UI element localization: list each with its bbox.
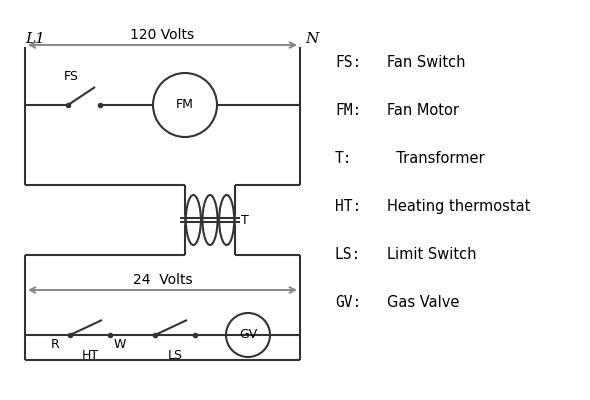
Text: N: N [305, 32, 319, 46]
Text: 120 Volts: 120 Volts [130, 28, 195, 42]
Text: Transformer: Transformer [387, 151, 484, 166]
Text: R: R [51, 338, 60, 351]
Text: LS:: LS: [335, 247, 361, 262]
Text: Fan Switch: Fan Switch [387, 55, 466, 70]
Text: Limit Switch: Limit Switch [387, 247, 477, 262]
Text: T: T [241, 214, 249, 226]
Text: HT:: HT: [335, 199, 361, 214]
Text: Gas Valve: Gas Valve [387, 295, 460, 310]
Text: FS:: FS: [335, 55, 361, 70]
Text: FS: FS [64, 70, 79, 83]
Text: Heating thermostat: Heating thermostat [387, 199, 530, 214]
Text: GV: GV [239, 328, 257, 342]
Text: W: W [114, 338, 126, 351]
Text: T:: T: [335, 151, 352, 166]
Text: Fan Motor: Fan Motor [387, 103, 459, 118]
Text: L1: L1 [25, 32, 45, 46]
Text: FM:: FM: [335, 103, 361, 118]
Text: LS: LS [168, 349, 182, 362]
Text: GV:: GV: [335, 295, 361, 310]
Text: 24  Volts: 24 Volts [133, 273, 192, 287]
Text: FM: FM [176, 98, 194, 112]
Text: HT: HT [81, 349, 99, 362]
